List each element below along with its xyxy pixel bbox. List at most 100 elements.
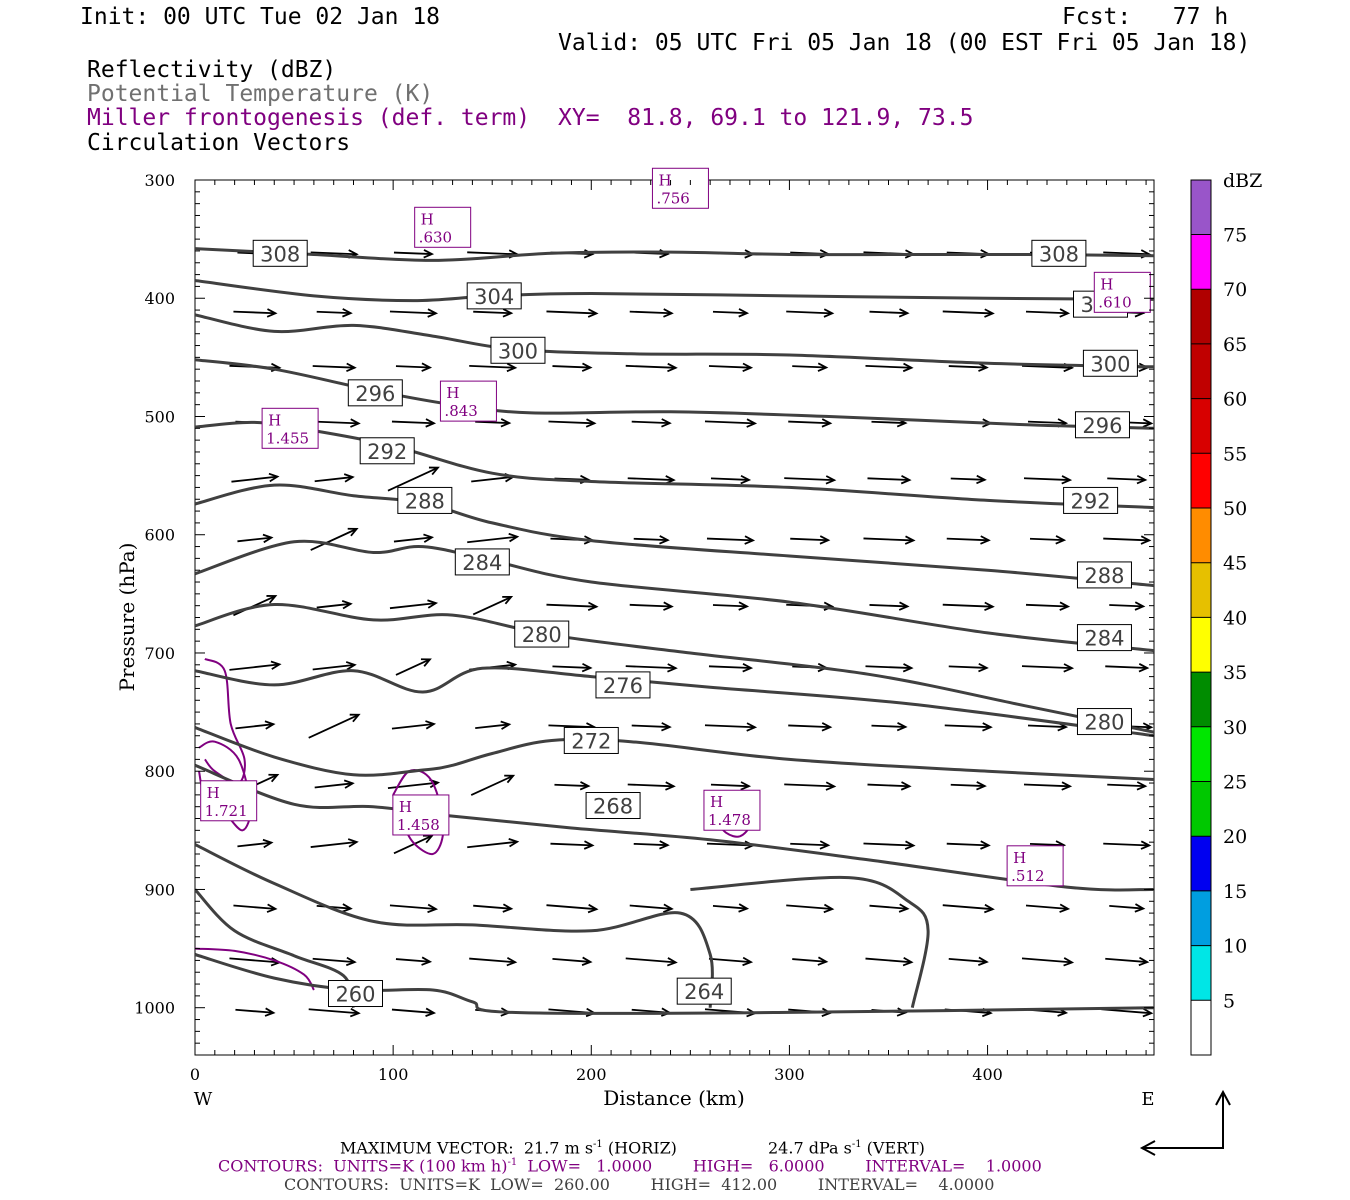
circulation-vector xyxy=(237,841,272,848)
vector-arrowhead xyxy=(984,308,995,318)
vector-arrowhead xyxy=(266,595,278,604)
circulation-vector xyxy=(871,420,906,424)
vector-arrowhead xyxy=(663,601,674,611)
theta-label-box xyxy=(1074,411,1130,439)
circulation-vector xyxy=(867,477,910,481)
y-tick-label: 900 xyxy=(144,880,175,899)
fronto-max-box xyxy=(200,780,258,822)
vector-arrowhead xyxy=(427,599,439,609)
vector-arrowhead xyxy=(341,903,353,913)
circulation-vector xyxy=(310,251,357,256)
circulation-vector xyxy=(312,957,355,963)
vector-arrowhead xyxy=(345,661,357,671)
circulation-vector xyxy=(475,420,510,424)
circulation-vector xyxy=(1109,904,1144,910)
vector-arrowhead xyxy=(659,840,670,850)
circulation-vector xyxy=(1021,957,1073,964)
fronto-max-h: H xyxy=(1013,849,1026,867)
circulation-vector xyxy=(233,310,276,315)
vector-arrowhead xyxy=(1134,903,1146,913)
vector-arrowhead xyxy=(978,662,989,673)
vector-arrowhead xyxy=(264,720,276,730)
theta-label: 276 xyxy=(603,674,643,698)
circulation-vector xyxy=(788,420,831,425)
fronto-max-box xyxy=(1093,271,1151,313)
vector-arrowhead xyxy=(587,308,599,318)
vector-arrowhead xyxy=(343,779,355,789)
circulation-vector xyxy=(790,842,829,847)
theta-contour xyxy=(195,666,1154,738)
circulation-vector xyxy=(1105,957,1148,963)
theta-contour xyxy=(195,953,1154,1015)
circulation-vector xyxy=(790,537,829,542)
circulation-vector xyxy=(946,537,989,542)
vector-arrowhead xyxy=(744,535,756,545)
circulation-vector xyxy=(1107,783,1146,788)
fronto-contour-info: CONTOURS: UNITS=K (100 km h)-1 LOW= 1.00… xyxy=(218,1156,1042,1176)
circulation-vector xyxy=(708,665,752,669)
vector-arrowhead xyxy=(821,418,833,428)
x-tick-label: 400 xyxy=(972,1065,1003,1084)
circulation-vector xyxy=(316,310,351,315)
theta-label: 264 xyxy=(684,980,724,1004)
colorbar-band xyxy=(1191,343,1211,399)
theta-label: 296 xyxy=(1082,414,1122,438)
field-circulation: Circulation Vectors xyxy=(87,130,351,156)
vector-arrowhead xyxy=(661,418,672,428)
vector-arrowhead xyxy=(821,722,833,732)
circulation-vector xyxy=(395,958,431,963)
circulation-vector xyxy=(629,603,672,608)
plot-frame xyxy=(194,179,1155,1056)
circulation-vector xyxy=(469,957,516,964)
field-theta: Potential Temperature (K) xyxy=(87,81,434,107)
valid-time: Valid: 05 UTC Fri 05 Jan 18 (00 EST Fri … xyxy=(558,30,1251,56)
circulation-vector xyxy=(942,904,993,911)
vector-arrowhead xyxy=(349,713,361,723)
colorbar-band xyxy=(1191,453,1211,508)
colorbar-band xyxy=(1191,234,1211,290)
circulation-vector xyxy=(1025,310,1069,315)
theta-contour xyxy=(195,279,1154,303)
circulation-vector xyxy=(314,782,353,789)
vector-arrowhead xyxy=(268,773,280,783)
circulation-vector xyxy=(316,602,351,609)
theta-label: 260 xyxy=(335,983,375,1007)
theta-label: 284 xyxy=(1084,627,1124,651)
colorbar-label: 40 xyxy=(1223,607,1247,629)
circulation-vector xyxy=(552,957,591,963)
field-reflectivity: Reflectivity (dBZ) xyxy=(87,57,337,83)
theta-contour xyxy=(195,483,1154,588)
colorbar-label: 50 xyxy=(1223,498,1247,520)
fronto-max-value: 1.478 xyxy=(708,811,751,829)
circulation-vector xyxy=(473,904,512,910)
circulation-vector xyxy=(712,310,748,315)
circulation-vector xyxy=(704,420,756,425)
vector-arrowhead xyxy=(428,466,440,476)
vector-arrowhead xyxy=(420,658,432,667)
vector-arrowhead xyxy=(661,722,672,732)
vector-arrowhead xyxy=(500,418,512,428)
circulation-vector xyxy=(546,904,597,911)
circulation-vector xyxy=(235,723,274,730)
vector-arrowhead xyxy=(902,663,914,673)
vector-arrowhead xyxy=(740,781,752,791)
circulation-vector xyxy=(948,957,987,963)
circulation-vector xyxy=(948,365,987,369)
circulation-vector xyxy=(631,420,670,425)
circulation-vector xyxy=(629,904,672,910)
theta-label: 280 xyxy=(1084,711,1124,735)
vector-arrowhead xyxy=(587,903,599,914)
circulation-vector xyxy=(473,310,512,315)
theta-label-box xyxy=(359,437,415,465)
theta-label-box xyxy=(1031,239,1087,267)
circulation-vector xyxy=(1021,665,1073,670)
fronto-max-value: 1.721 xyxy=(205,802,248,820)
theta-contour xyxy=(195,726,1154,781)
vector-arrowhead xyxy=(425,1007,437,1017)
vector-arrowhead xyxy=(898,903,910,913)
theta-label-box xyxy=(1082,349,1138,377)
circulation-vector xyxy=(467,251,518,256)
vector-arrowhead xyxy=(508,837,520,848)
vector-arrowhead xyxy=(579,781,591,791)
circulation-vector xyxy=(467,840,518,849)
